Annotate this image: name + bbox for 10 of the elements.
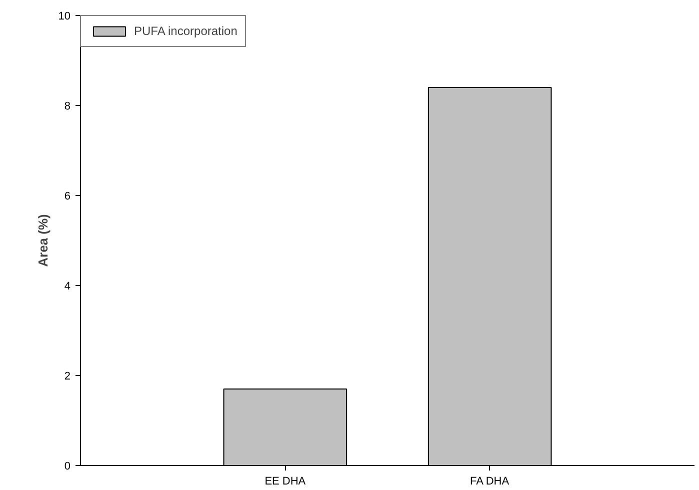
y-tick-label: 4 [64, 280, 71, 292]
y-tick-label: 6 [64, 190, 71, 202]
legend-label: PUFA incorporation [134, 24, 238, 38]
x-tick-label: EE DHA [264, 476, 306, 488]
y-tick-label: 2 [64, 370, 71, 382]
y-axis-title: Area (%) [35, 214, 50, 267]
x-tick-label: FA DHA [470, 476, 510, 488]
y-tick-label: 0 [64, 460, 71, 472]
y-tick-label: 10 [58, 10, 71, 22]
y-tick-label: 8 [64, 100, 71, 112]
